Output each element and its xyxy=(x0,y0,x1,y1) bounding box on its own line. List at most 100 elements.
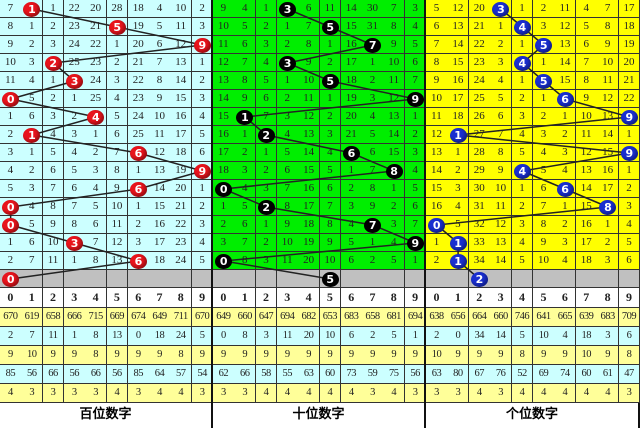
ball-marker: 7 xyxy=(364,217,382,233)
table-cell: 1 xyxy=(21,18,44,36)
table-cell: 1 xyxy=(106,36,129,54)
table-cell: 8 xyxy=(533,216,555,234)
stat-cell: 665 xyxy=(554,308,577,327)
table-cell xyxy=(426,270,448,288)
table-cell: 8 xyxy=(0,18,22,36)
table-cell: 2 xyxy=(234,144,257,162)
table-cell: 3 xyxy=(213,234,235,252)
table-cell: 10 xyxy=(319,252,342,270)
table-cell: 17 xyxy=(597,180,620,198)
table-cell: 4 xyxy=(21,198,44,216)
table-cell: 4 xyxy=(575,0,598,18)
table-cell xyxy=(362,270,384,288)
stat-cell: 4 xyxy=(255,384,278,403)
table-cell: 4 xyxy=(362,108,384,126)
table-cell: 5 xyxy=(63,162,86,180)
table-cell: 17 xyxy=(149,234,171,252)
table-cell: 20 xyxy=(127,36,150,54)
table-cell: 6 xyxy=(618,252,640,270)
table-cell: 7 xyxy=(276,180,299,198)
table-cell: 2 xyxy=(127,216,150,234)
table-cell: 11 xyxy=(597,72,620,90)
ball-marker: 0 xyxy=(2,217,20,233)
table-cell: 7 xyxy=(490,126,513,144)
table-cell: 4 xyxy=(234,0,257,18)
table-cell: 3 xyxy=(554,144,577,162)
table-cell: 23 xyxy=(468,54,491,72)
table-cell: 11 xyxy=(213,36,235,54)
table-cell: 18 xyxy=(340,72,363,90)
table-cell: 7 xyxy=(106,144,129,162)
stat-cell: 4 xyxy=(554,327,577,346)
stat-cell: 682 xyxy=(298,308,320,327)
table-cell: 1 xyxy=(554,198,577,216)
ball-marker: 5 xyxy=(321,19,339,35)
table-cell: 3 xyxy=(42,36,65,54)
stat-cell: 9 xyxy=(468,346,491,365)
table-cell: 20 xyxy=(618,54,640,72)
stat-cell: 4 xyxy=(554,384,577,403)
table-cell: 12 xyxy=(490,216,513,234)
stat-cell: 56 xyxy=(21,365,44,384)
stat-cell: 10 xyxy=(533,327,555,346)
table-cell: 8 xyxy=(383,18,406,36)
table-cell: 6 xyxy=(21,234,44,252)
table-cell: 23 xyxy=(170,234,193,252)
table-cell: 18 xyxy=(170,144,193,162)
table-cell: 17 xyxy=(618,0,640,18)
table-cell: 2 xyxy=(255,162,278,180)
table-cell: 22 xyxy=(468,36,491,54)
stat-cell: 9 xyxy=(213,346,235,365)
stat-cell: 73 xyxy=(340,365,363,384)
ball-marker: 6 xyxy=(556,91,574,107)
table-cell: 1 xyxy=(319,90,342,108)
stat-cell: 4 xyxy=(533,384,555,403)
table-cell: 3 xyxy=(340,198,363,216)
stat-cell: 85 xyxy=(127,365,150,384)
stat-cell: 4 xyxy=(340,384,363,403)
table-cell: 3 xyxy=(255,252,278,270)
stat-cell: 18 xyxy=(149,327,171,346)
table-cell: 3 xyxy=(618,198,640,216)
table-cell: 23 xyxy=(85,54,107,72)
stat-cell: 11 xyxy=(276,327,299,346)
ball-marker: 5 xyxy=(535,37,553,53)
table-cell: 5 xyxy=(85,198,107,216)
table-cell: 3 xyxy=(490,54,513,72)
table-cell: 1 xyxy=(127,198,150,216)
table-cell: 2 xyxy=(21,36,44,54)
table-cell xyxy=(170,270,193,288)
table-cell: 4 xyxy=(319,144,342,162)
table-cell: 5 xyxy=(42,144,65,162)
stat-cell: 619 xyxy=(21,308,44,327)
panel-title: 百位数字 xyxy=(0,403,213,428)
table-cell: 2 xyxy=(511,90,534,108)
stat-cell: 656 xyxy=(447,308,470,327)
digit-header: 2 xyxy=(255,288,278,308)
stat-cell: 2 xyxy=(426,327,448,346)
table-cell: 2 xyxy=(554,216,577,234)
table-cell: 10 xyxy=(575,108,598,126)
table-cell: 4 xyxy=(533,144,555,162)
stat-cell: 3 xyxy=(85,384,107,403)
table-cell: 9 xyxy=(42,216,65,234)
table-cell: 13 xyxy=(149,162,171,180)
table-cell: 8 xyxy=(319,216,342,234)
table-cell: 4 xyxy=(255,54,278,72)
table-cell: 7 xyxy=(85,234,107,252)
table-cell: 5 xyxy=(234,18,257,36)
stat-cell: 9 xyxy=(63,346,86,365)
stat-cell: 61 xyxy=(597,365,620,384)
table-cell: 22 xyxy=(170,216,193,234)
stat-cell: 3 xyxy=(21,384,44,403)
stat-cell: 670 xyxy=(0,308,22,327)
stat-cell: 20 xyxy=(298,327,320,346)
table-cell: 19 xyxy=(127,18,150,36)
table-cell: 7 xyxy=(149,54,171,72)
table-cell xyxy=(533,270,555,288)
table-cell: 6 xyxy=(106,126,129,144)
table-cell: 18 xyxy=(618,18,640,36)
table-cell: 4 xyxy=(447,198,470,216)
stat-cell: 3 xyxy=(42,384,65,403)
stat-cell: 11 xyxy=(42,327,65,346)
